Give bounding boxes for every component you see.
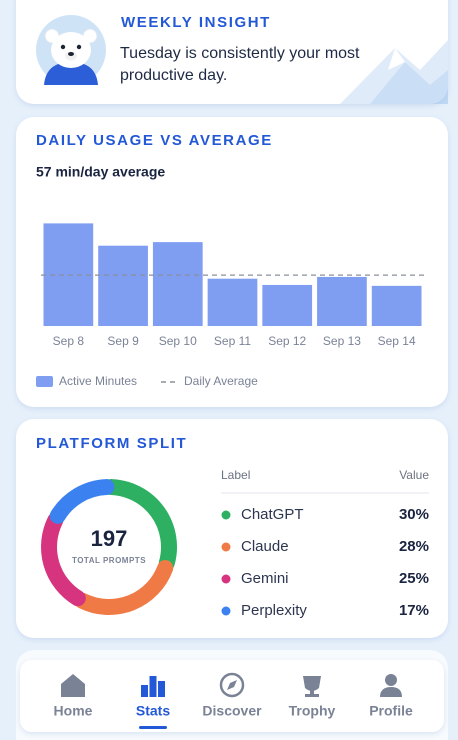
trophy-icon bbox=[303, 676, 321, 697]
legend-dot bbox=[221, 606, 231, 616]
x-tick-label: Sep 10 bbox=[159, 334, 197, 348]
value-label: 17% bbox=[399, 602, 429, 619]
bar bbox=[98, 245, 148, 326]
donut-segment bbox=[103, 479, 177, 572]
bar bbox=[317, 276, 367, 326]
legend-swatch bbox=[36, 376, 53, 387]
x-tick-label: Sep 14 bbox=[378, 334, 416, 348]
legend-label: ChatGPT bbox=[241, 506, 304, 523]
donut-chart: 197 TOTAL PROMPTS Label Value ChatGPT 30% Clau… bbox=[41, 468, 429, 619]
split-card bbox=[16, 419, 448, 638]
legend-label: Daily Average bbox=[184, 374, 258, 388]
chart-title: DAILY USAGE VS AVERAGE bbox=[36, 132, 273, 149]
donut-segment bbox=[49, 479, 115, 524]
legend-label: Active Minutes bbox=[59, 374, 137, 388]
x-tick-label: Sep 13 bbox=[323, 334, 361, 348]
x-tick-label: Sep 9 bbox=[107, 334, 139, 348]
x-tick-label: Sep 11 bbox=[214, 334, 251, 348]
bar bbox=[371, 285, 422, 326]
table-header: Value bbox=[399, 468, 429, 482]
nav-label[interactable]: Discover bbox=[202, 703, 262, 719]
chart-subtitle: 57 min/day average bbox=[36, 164, 165, 180]
legend-dot bbox=[221, 574, 231, 584]
mountains bbox=[340, 40, 448, 104]
usage-card bbox=[16, 117, 448, 407]
home-icon bbox=[61, 674, 85, 697]
value-label: 25% bbox=[399, 570, 429, 587]
chart-title: PLATFORM SPLIT bbox=[36, 435, 187, 452]
donut-segment bbox=[74, 560, 174, 615]
donut-segment bbox=[41, 512, 86, 607]
bar bbox=[152, 242, 203, 326]
legend-label: Claude bbox=[241, 538, 289, 555]
x-tick-label: Sep 8 bbox=[53, 334, 85, 348]
center-label: TOTAL PROMPTS bbox=[72, 556, 146, 565]
center-value: 197 bbox=[91, 526, 128, 551]
insight-title: WEEKLY INSIGHT bbox=[121, 14, 271, 31]
bear-avatar bbox=[36, 15, 106, 85]
legend-label: Gemini bbox=[241, 570, 289, 587]
stats-icon bbox=[141, 676, 165, 697]
x-tick-label: Sep 12 bbox=[268, 334, 306, 348]
discover-icon bbox=[219, 672, 245, 698]
bar bbox=[262, 284, 313, 326]
bar bbox=[207, 278, 258, 326]
legend-dot bbox=[221, 542, 231, 552]
nav-label[interactable]: Home bbox=[54, 703, 93, 719]
active-indicator bbox=[139, 726, 167, 729]
nav-label[interactable]: Stats bbox=[136, 703, 170, 719]
insight-text: Tuesday is consistently your most produc… bbox=[120, 45, 360, 84]
nav-label[interactable]: Trophy bbox=[289, 703, 336, 719]
insight-text-box: Tuesday is consistently your most produc… bbox=[120, 45, 360, 84]
nav-labels: Home Stats Discover Trophy Profile bbox=[54, 703, 413, 729]
bar-chart: Sep 8 Sep 9 Sep 10 Sep 11 Sep 12 Sep 13 Sep 14… bbox=[36, 223, 424, 388]
nav-icons bbox=[61, 672, 402, 698]
nav-label[interactable]: Profile bbox=[369, 703, 413, 719]
value-label: 28% bbox=[399, 538, 429, 555]
legend-label: Perplexity bbox=[241, 602, 307, 619]
profile-icon bbox=[380, 674, 402, 697]
insight-card bbox=[16, 0, 448, 104]
legend-dot bbox=[221, 510, 231, 520]
value-label: 30% bbox=[399, 506, 429, 523]
table-header: Label bbox=[221, 468, 250, 482]
